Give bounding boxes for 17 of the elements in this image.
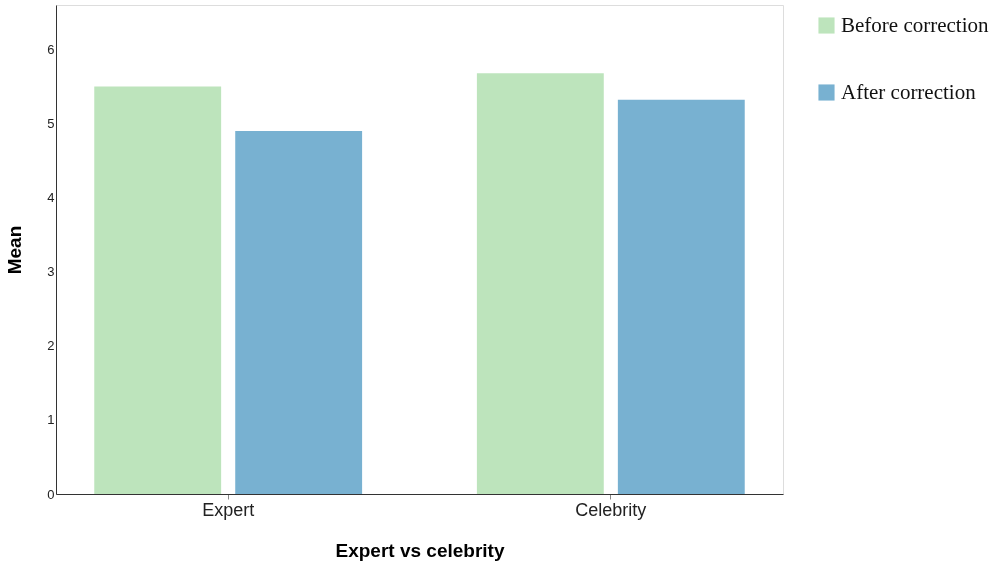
y-tick-label: 4 <box>47 190 55 206</box>
y-tick-label: 5 <box>47 116 55 132</box>
y-tick-label: 6 <box>47 41 55 57</box>
bar <box>617 99 745 494</box>
legend-label: Before correction <box>841 12 989 37</box>
bar <box>235 130 363 494</box>
x-axis-title: Expert vs celebrity <box>335 539 505 561</box>
x-tick-label: Celebrity <box>575 499 647 520</box>
bar <box>476 73 604 494</box>
y-tick-label: 0 <box>47 486 55 502</box>
bar <box>94 86 222 494</box>
x-tick-label: Expert <box>202 499 255 520</box>
y-tick-label: 1 <box>47 412 55 428</box>
legend-label: After correction <box>841 79 977 104</box>
y-tick-label: 2 <box>47 338 55 354</box>
y-axis-title: Mean <box>4 225 26 275</box>
y-tick-label: 3 <box>47 264 55 280</box>
